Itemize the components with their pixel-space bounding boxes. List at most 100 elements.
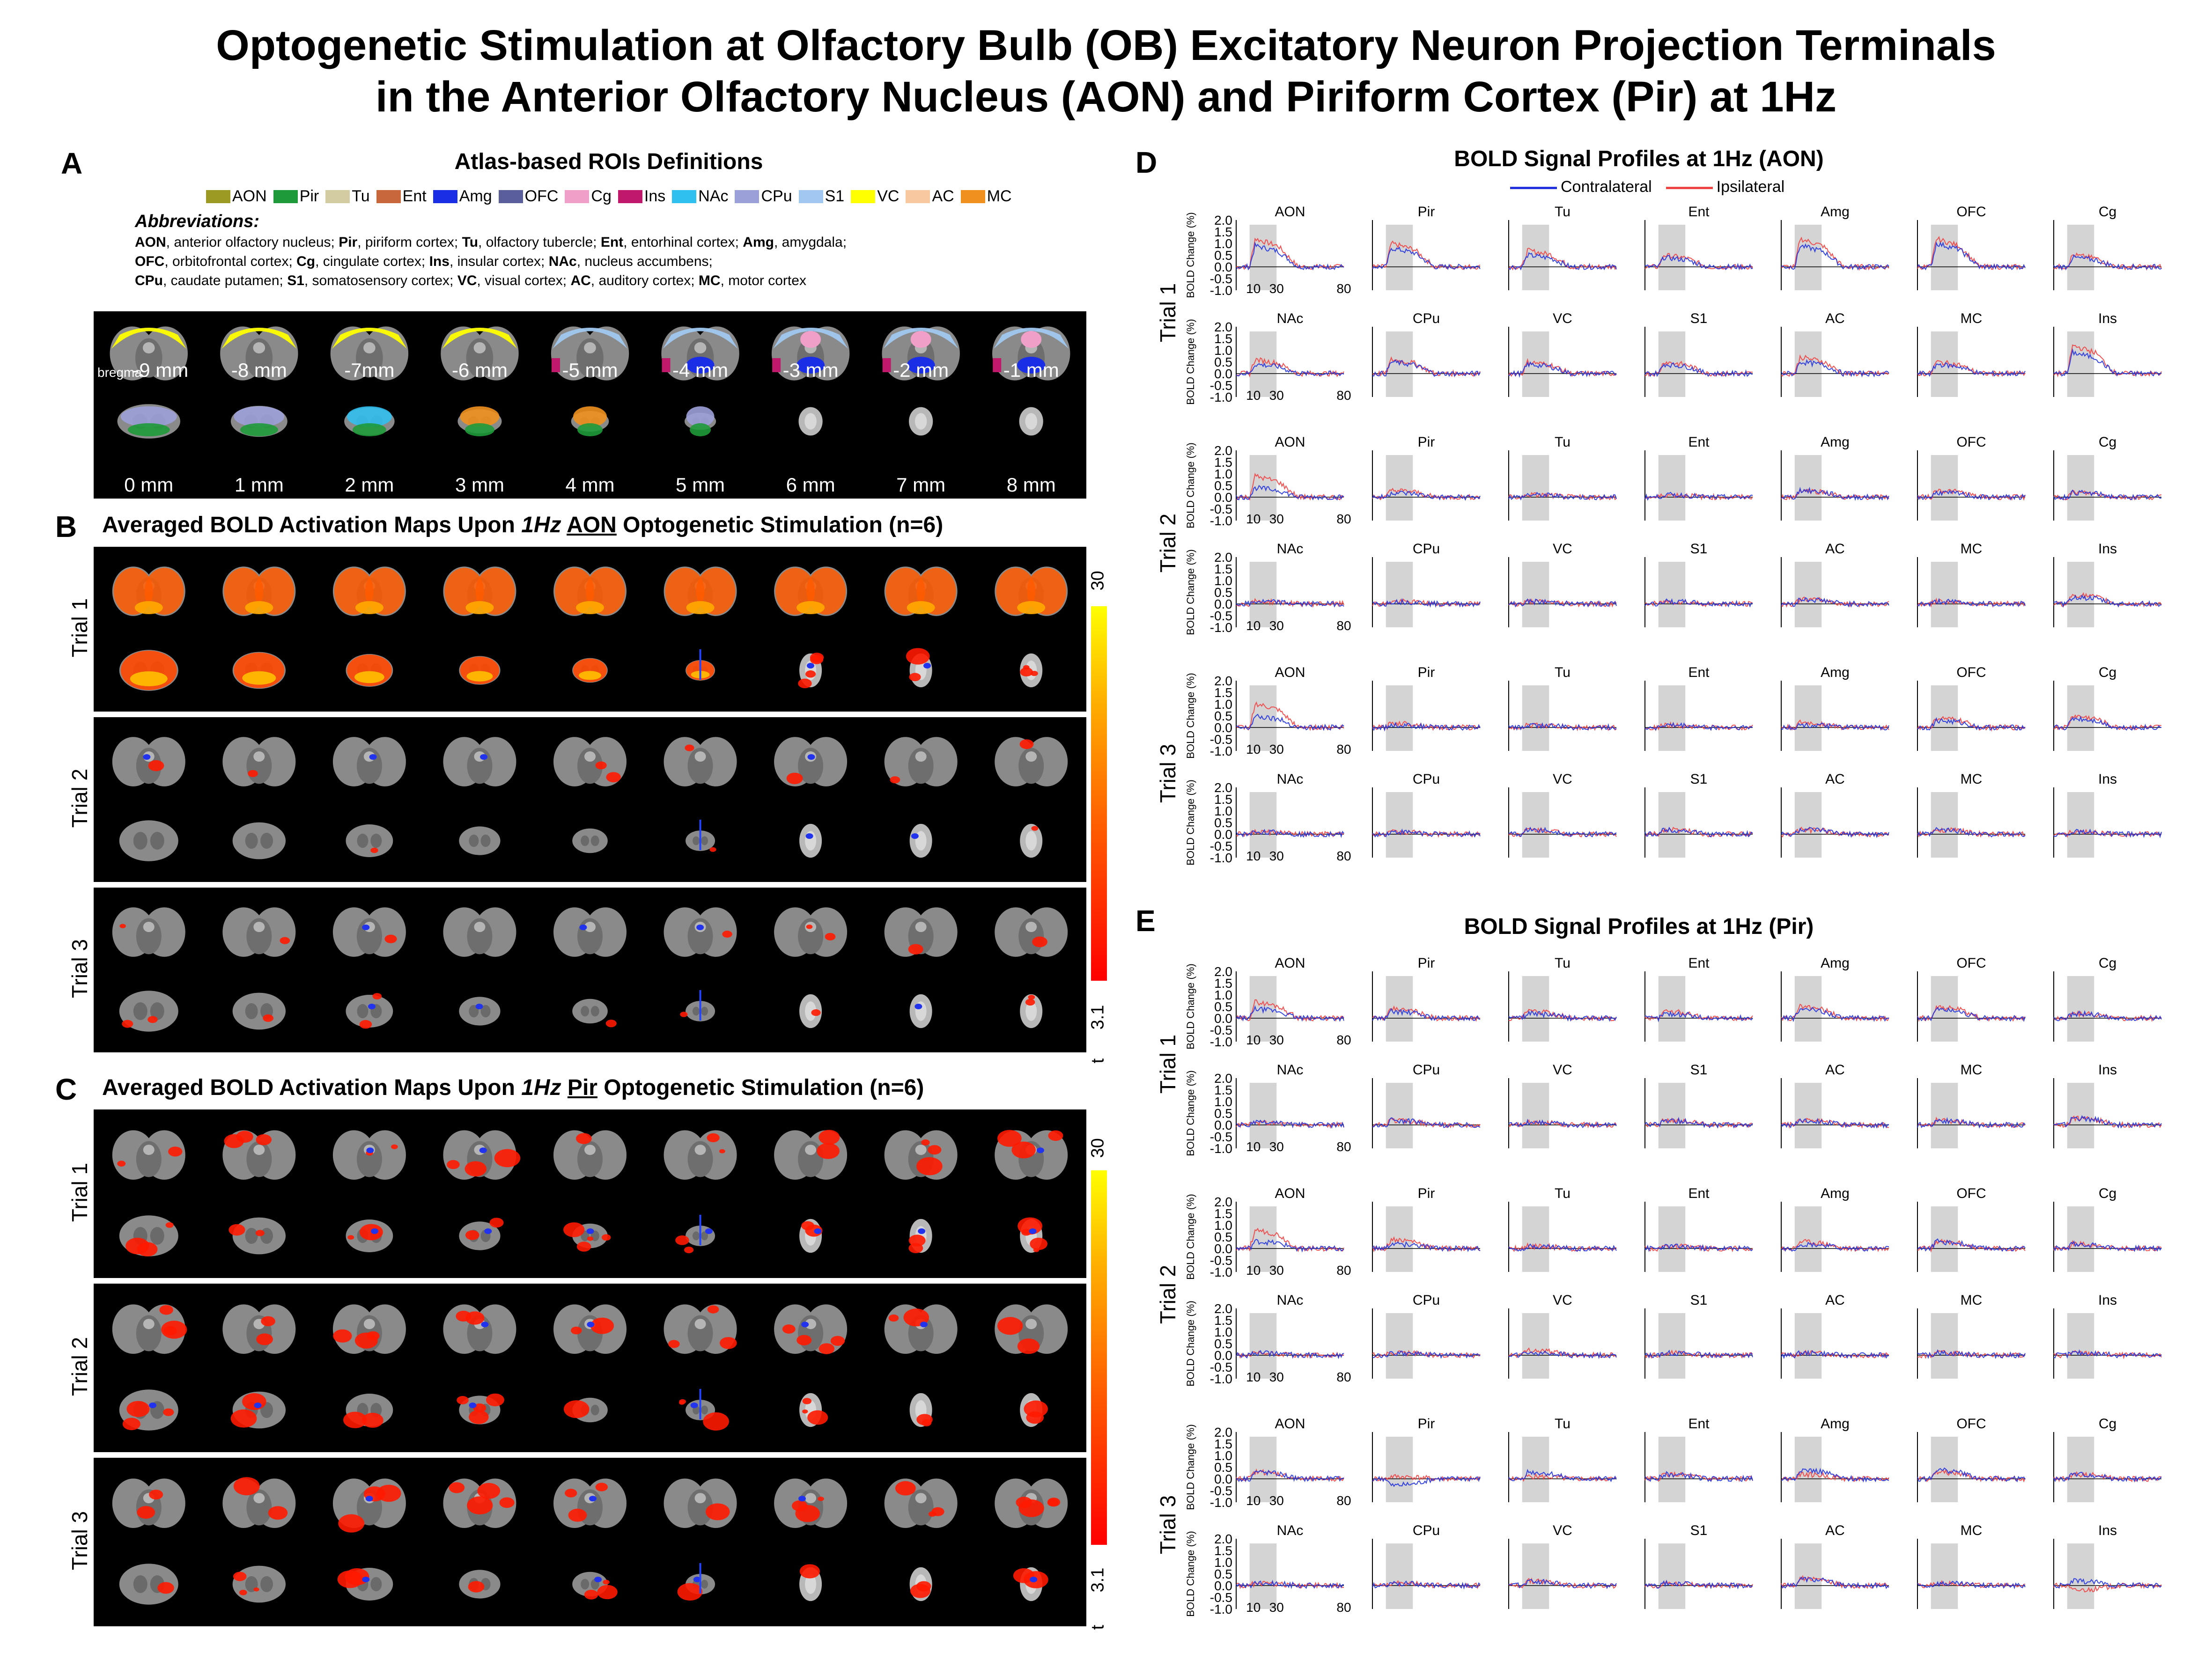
legend-item-pir: Pir <box>273 187 319 206</box>
y-tick-label: 0.5 <box>1214 248 1232 263</box>
activation-slice <box>112 1478 185 1528</box>
x-tick-label: 80 <box>1336 1600 1351 1615</box>
y-tick-label: -0.5 <box>1210 1253 1232 1268</box>
forebrain-slice <box>572 999 608 1024</box>
y-tick-label: 0.0 <box>1214 1241 1232 1256</box>
stimulation-window <box>1522 976 1549 1042</box>
panel-c-colorbar-t: t <box>1088 1624 1108 1630</box>
atlas-slice <box>551 326 629 381</box>
activation-blob <box>157 1582 174 1594</box>
forebrain-slice <box>232 1565 286 1603</box>
trial-label: Trial 2 <box>1156 1265 1180 1324</box>
profile-plot-cpu: CPu <box>1372 311 1481 397</box>
ipsilateral-trace <box>1781 1117 1889 1129</box>
contralateral-trace <box>1917 1349 2026 1359</box>
y-tick-label: -0.5 <box>1210 1023 1232 1037</box>
activation-slice <box>459 826 501 855</box>
panel-b-title: Averaged BOLD Activation Maps Upon 1Hz A… <box>102 513 944 537</box>
activation-blob <box>707 1305 719 1314</box>
region-label: CPu <box>1413 1523 1440 1538</box>
profile-plot-cpu: CPu <box>1372 771 1481 858</box>
region-label: Tu <box>1555 434 1571 450</box>
region-label: S1 <box>1690 1523 1708 1538</box>
contralateral-trace <box>1372 1476 1481 1487</box>
ipsilateral-trace <box>1372 1350 1481 1359</box>
y-tick-label: 2.0 <box>1214 1195 1232 1209</box>
activation-slice <box>1018 1217 1047 1253</box>
activation-slice <box>798 653 824 689</box>
ipsilateral-trace <box>1917 597 2026 608</box>
y-tick-label: -0.5 <box>1210 502 1232 516</box>
profile-plot-cg: Cg <box>2053 1416 2162 1502</box>
roi-overlay-pir <box>240 423 278 436</box>
profile-plot-ofc: OFC <box>1917 204 2026 290</box>
y-tick-label: 1.0 <box>1214 573 1232 588</box>
deactivation-blob <box>469 1403 477 1408</box>
activation-blob <box>1025 999 1035 1006</box>
x-tick-label: 30 <box>1269 742 1284 757</box>
stimulation-window <box>1658 976 1686 1042</box>
atlas-slice <box>330 326 409 381</box>
region-label: Ent <box>1688 1186 1710 1201</box>
activation-blob <box>680 1012 688 1017</box>
contralateral-trace <box>1372 828 1481 838</box>
contralateral-trace <box>1781 1006 1889 1022</box>
contralateral-trace <box>2053 1349 2162 1359</box>
legend-label: Tu <box>352 187 370 205</box>
atlas-row1-label: -8 mm <box>231 359 287 381</box>
legend-label: AC <box>932 187 954 205</box>
trial-label: Trial 3 <box>1156 744 1180 803</box>
profile-plot-ent: Ent <box>1644 1416 1753 1502</box>
roi-overlay-cg <box>800 331 821 348</box>
y-tick-label: -1.0 <box>1210 390 1232 404</box>
contralateral-trace <box>2053 1240 2162 1252</box>
olfactory-bulb-core <box>1025 1001 1037 1021</box>
activation-slice <box>443 1478 516 1528</box>
stimulation-window <box>1522 1543 1549 1609</box>
activation-blob <box>370 847 378 853</box>
brain-ventricle <box>474 922 486 933</box>
y-axis-label: BOLD Change (%) <box>1185 1070 1196 1156</box>
region-label: Ent <box>1688 204 1710 220</box>
activation-slice <box>553 737 627 786</box>
profile-plot-tu: Tu <box>1508 1416 1617 1502</box>
activation-slice <box>1020 653 1043 688</box>
y-axis-label: BOLD Change (%) <box>1185 1194 1196 1279</box>
activation-blob <box>489 1218 504 1228</box>
roi-overlay-cortex <box>994 328 1069 349</box>
activation-slice <box>995 737 1068 786</box>
y-tick-label: -1.0 <box>1210 1495 1232 1510</box>
y-tick-label: -0.5 <box>1210 1360 1232 1374</box>
forebrain-right-structure <box>150 1002 164 1020</box>
x-tick-label: 80 <box>1336 388 1351 403</box>
y-tick-label: 1.5 <box>1214 976 1232 991</box>
contralateral-trace <box>2053 594 2162 608</box>
roi-overlay-cortex <box>883 328 959 349</box>
contralateral-trace <box>2053 254 2162 271</box>
roi-overlay-cortex <box>553 328 627 349</box>
legend-item-vc: VC <box>851 187 899 206</box>
contralateral-trace <box>1644 1116 1753 1129</box>
roi-overlay-ins <box>993 358 1002 372</box>
brain-core <box>136 1141 162 1177</box>
region-label: AC <box>1825 1293 1845 1308</box>
profile-plot-s1: S1 <box>1644 541 1753 627</box>
legend-item-nac: NAc <box>672 187 728 206</box>
x-tick-label: 10 <box>1246 281 1261 296</box>
activation-blob <box>796 1335 812 1345</box>
activation-blob <box>928 1145 942 1155</box>
activation-blob <box>909 673 921 682</box>
region-label: AON <box>1275 204 1305 220</box>
roi-overlay-cg <box>910 331 931 348</box>
activation-slice <box>119 1389 178 1431</box>
profile-plot-cpu: CPu <box>1372 1523 1481 1609</box>
atlas-slice <box>220 326 298 381</box>
activation-blob <box>122 1020 133 1028</box>
contralateral-trace <box>1644 826 1753 837</box>
trial-map-block <box>94 1109 1086 1278</box>
deactivation-blob <box>1030 1577 1038 1582</box>
region-label: S1 <box>1690 1062 1708 1078</box>
activation-slice <box>995 1478 1068 1528</box>
pir-profile-grid: Trial 1 BOLD Change (%) 2.0 1.5 1.0 0.5 0.0 -0.… <box>1143 948 2212 1650</box>
region-label: Ent <box>1688 1416 1710 1432</box>
